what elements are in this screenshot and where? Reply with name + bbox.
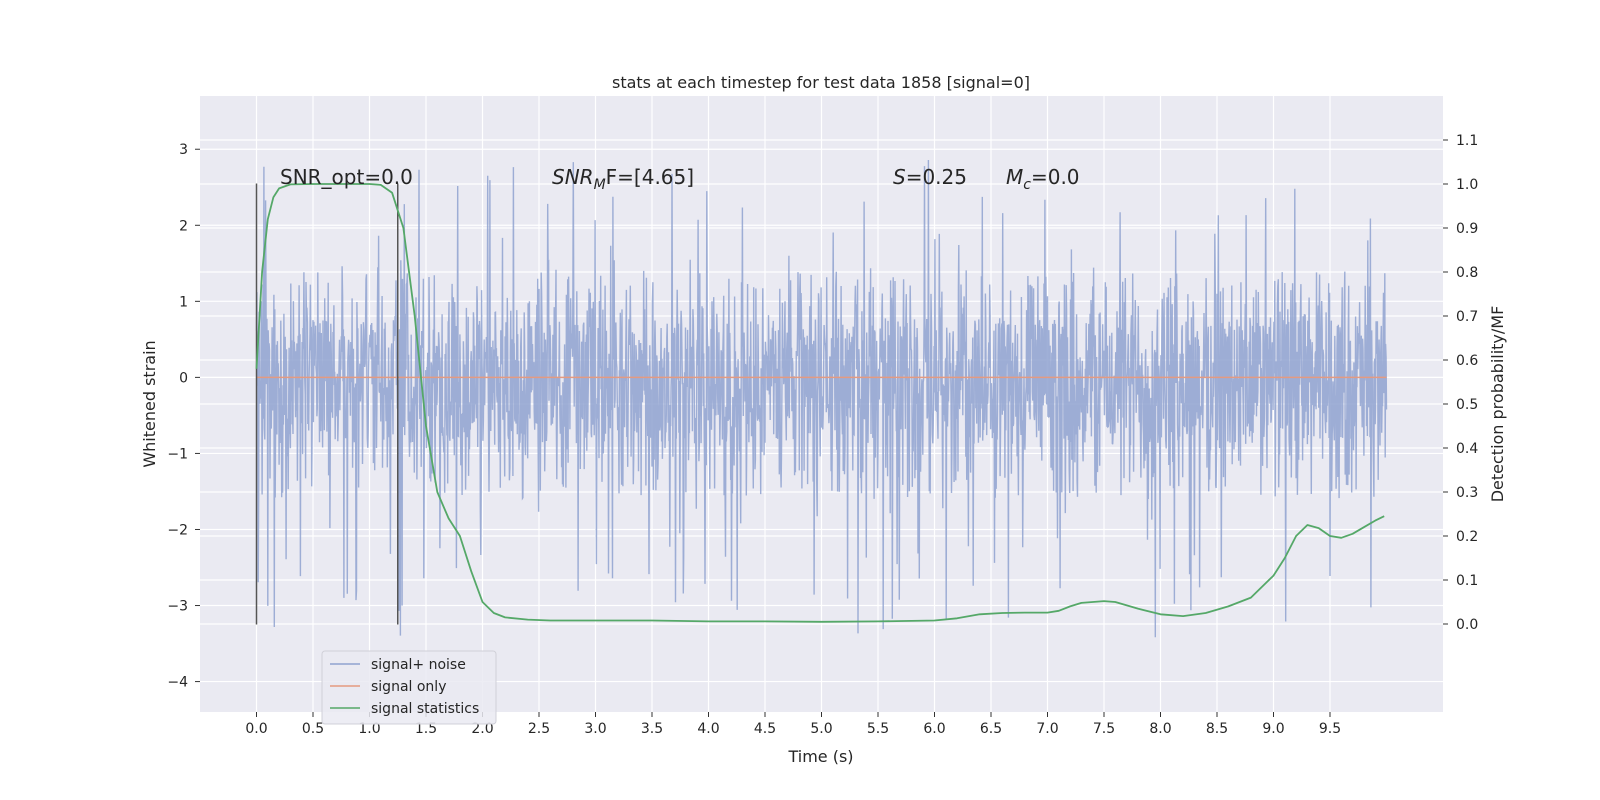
y-tick-label-right: 1.0 xyxy=(1456,177,1478,193)
x-tick-label: 1.0 xyxy=(358,721,380,737)
y-tick-label-left: −2 xyxy=(167,522,188,538)
y-tick-label-left: 2 xyxy=(179,218,188,234)
annotation-snr-opt: SNR_opt=0.0 xyxy=(280,165,413,189)
signal-noise-line xyxy=(255,159,1388,638)
x-tick-label: 5.5 xyxy=(867,721,889,737)
x-tick-label: 1.5 xyxy=(415,721,437,737)
y-tick-label-left: −4 xyxy=(167,675,188,691)
x-tick-label: 9.5 xyxy=(1319,721,1341,737)
annotation-snr-mf-subscript: M xyxy=(594,177,606,193)
annotation-snr-mf-value: F=[4.65] xyxy=(606,165,694,189)
x-tick-label: 8.5 xyxy=(1206,721,1228,737)
x-tick-label: 0.0 xyxy=(245,721,267,737)
y-tick-label-left: 1 xyxy=(179,294,188,310)
annotation-s-value: =0.25 xyxy=(906,165,967,189)
y-tick-label-right: 0.2 xyxy=(1456,529,1478,545)
signal-noise-series xyxy=(255,159,1388,638)
x-tick-label: 6.0 xyxy=(923,721,945,737)
annotation-mc: Mc=0.0 xyxy=(1006,165,1080,193)
x-tick-label: 4.0 xyxy=(697,721,719,737)
annotation-snr-mf: SNRMF=[4.65] xyxy=(552,165,694,193)
x-tick-label: 3.0 xyxy=(584,721,606,737)
x-axis-label: Time (s) xyxy=(787,747,853,766)
x-tick-label: 2.0 xyxy=(471,721,493,737)
annotation-mc-value: =0.0 xyxy=(1031,165,1080,189)
y-tick-label-left: −1 xyxy=(167,446,188,462)
x-tick-label: 9.0 xyxy=(1262,721,1284,737)
annotation-snr-mf-symbol: SNR xyxy=(552,165,594,189)
y-tick-label-right: 0.7 xyxy=(1456,309,1478,325)
signal-statistics-line xyxy=(255,183,1385,623)
y-tick-label-right: 1.1 xyxy=(1456,133,1478,149)
x-tick-label: 4.5 xyxy=(754,721,776,737)
x-tick-label: 2.5 xyxy=(528,721,550,737)
x-tick-label: 3.5 xyxy=(641,721,663,737)
x-tick-label: 6.5 xyxy=(980,721,1002,737)
y-tick-label-left: 3 xyxy=(179,142,188,158)
x-tick-label: 0.5 xyxy=(302,721,324,737)
y-tick-label-right: 0.9 xyxy=(1456,221,1478,237)
axes-layer: 0.0 0.5 1.0 1.5 2.0 2.5 3.0 3.5 4.0 4.5 5.0 5.5 6.0 6… xyxy=(167,133,1478,737)
y-axis-label-right: Detection probability/MF xyxy=(1488,306,1507,503)
annotation-s: S=0.25 xyxy=(893,165,967,189)
chart-title: stats at each timestep for test data 185… xyxy=(612,73,1030,92)
x-tick-label: 7.5 xyxy=(1093,721,1115,737)
legend-label-signal-statistics: signal statistics xyxy=(371,701,479,717)
y-tick-label-right: 0.0 xyxy=(1456,617,1478,633)
y-tick-label-right: 0.4 xyxy=(1456,441,1478,457)
legend: signal+ noise signal only signal statist… xyxy=(321,650,497,725)
annotation-s-symbol: S xyxy=(893,165,906,189)
legend-box xyxy=(321,650,497,725)
y-tick-label-right: 0.3 xyxy=(1456,485,1478,501)
y-axis-label-left: Whitened strain xyxy=(140,340,159,467)
annotation-mc-symbol: M xyxy=(1006,165,1023,189)
legend-label-signal-noise: signal+ noise xyxy=(371,657,466,673)
y-tick-label-right: 0.6 xyxy=(1456,353,1478,369)
y-tick-label-left: −3 xyxy=(167,599,188,615)
annotation-mc-subscript: c xyxy=(1023,177,1031,193)
legend-label-signal-only: signal only xyxy=(371,679,446,695)
x-tick-label: 8.0 xyxy=(1149,721,1171,737)
x-tick-label: 5.0 xyxy=(810,721,832,737)
y-tick-label-right: 0.8 xyxy=(1456,265,1478,281)
x-tick-label: 7.0 xyxy=(1036,721,1058,737)
lines-layer xyxy=(255,183,1387,625)
y-tick-label-right: 0.5 xyxy=(1456,397,1478,413)
y-tick-label-left: 0 xyxy=(179,370,188,386)
y-tick-label-right: 0.1 xyxy=(1456,573,1478,589)
